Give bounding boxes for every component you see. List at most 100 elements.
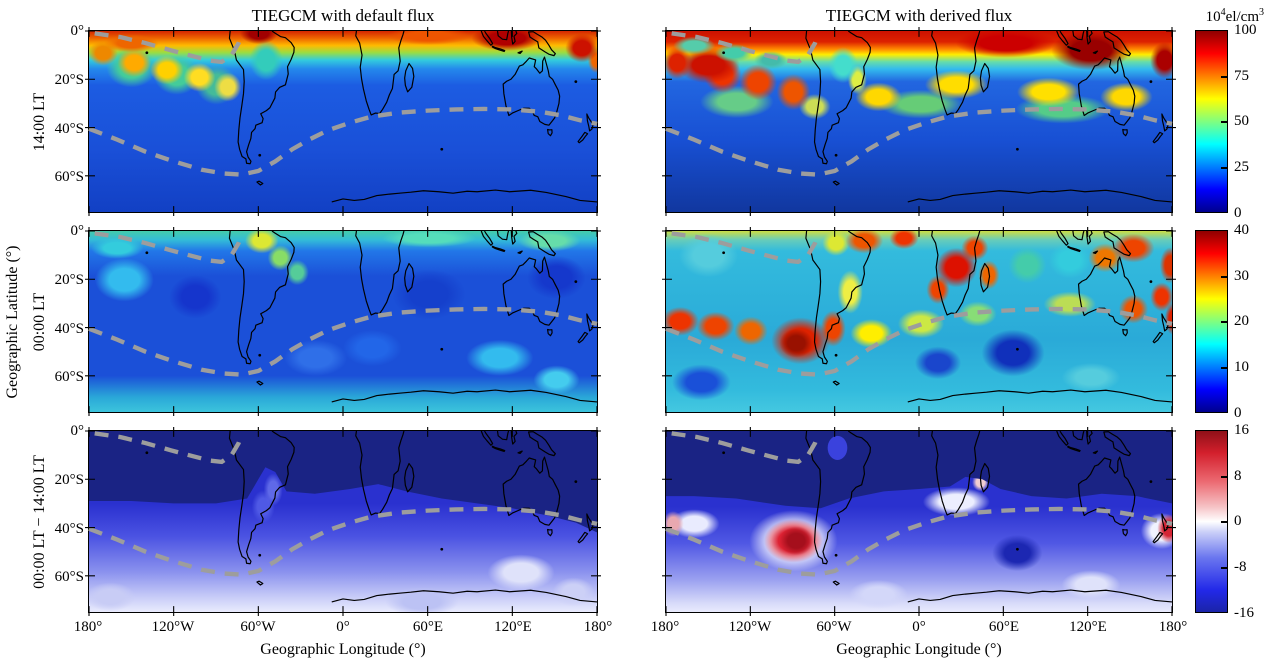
colorbar-density-100 — [1195, 30, 1228, 213]
cb3-tick-label: 16 — [1234, 422, 1249, 438]
map-overlay-svg — [662, 27, 1176, 216]
island-dot — [834, 153, 838, 157]
coastline — [517, 50, 523, 55]
coastline — [586, 513, 594, 532]
colorbar-density-40 — [1195, 230, 1228, 413]
x-tick-label: 60°W — [816, 619, 852, 635]
geomagnetic-dashed-contour — [94, 31, 244, 65]
coastline — [404, 262, 415, 293]
island-dot — [574, 80, 578, 84]
coastline — [979, 462, 991, 493]
x-tick-label: 120°W — [728, 619, 772, 635]
cb1-tick-label: 50 — [1234, 113, 1249, 129]
x-tick-label: 180° — [1158, 619, 1188, 635]
coastline — [546, 528, 553, 537]
colorbar-tick — [1221, 567, 1227, 569]
cb2-tick-label: 0 — [1234, 405, 1242, 421]
y-tick-label: 40°S — [54, 121, 84, 137]
colorbar-unit-label: 104el/cm3 — [1134, 4, 1264, 26]
x-axis-title-left: Geographic Longitude (°) — [260, 641, 426, 658]
coastline — [1122, 328, 1128, 337]
coastline — [480, 430, 494, 446]
colorbar-tick — [1221, 76, 1227, 78]
coastline — [931, 30, 981, 116]
coastline — [502, 256, 561, 326]
cb2-tick-label: 20 — [1234, 313, 1249, 329]
y-tick-label: 40°S — [54, 321, 84, 337]
geomagnetic-dashed-contour — [671, 431, 820, 465]
coastline — [1056, 30, 1069, 46]
coastline — [805, 430, 871, 565]
coastline — [517, 450, 523, 455]
coastline — [228, 430, 295, 565]
x-tick-label: 60°W — [240, 619, 276, 635]
coastline — [527, 431, 556, 457]
cb3-tick-label: 0 — [1234, 513, 1242, 529]
island-dot — [258, 553, 262, 557]
coastline — [404, 62, 415, 93]
coastline — [931, 430, 981, 516]
coastline — [256, 380, 264, 386]
island-dot — [1149, 480, 1153, 484]
coastline — [546, 128, 553, 137]
coastline — [1122, 528, 1128, 537]
y-tick-label: 60°S — [54, 169, 84, 185]
x-tick-label: 0° — [912, 619, 926, 635]
x-tick-label: 120°E — [1069, 619, 1107, 635]
difference-negative-region — [89, 431, 597, 533]
island-dot — [722, 51, 726, 55]
island-dot — [722, 251, 726, 255]
y-tick-label: 60°S — [54, 369, 84, 385]
coastline — [805, 30, 871, 165]
coastline — [1072, 30, 1085, 41]
island-dot — [1015, 547, 1019, 551]
coastline — [331, 189, 598, 203]
y-tick-label: 0° — [70, 423, 85, 439]
cb1-tick-label: 75 — [1234, 68, 1249, 84]
x-tick-label: 60°E — [988, 619, 1020, 635]
coastline — [1103, 231, 1132, 257]
coastline — [1092, 250, 1099, 255]
anomaly-spot — [827, 435, 848, 460]
coastline — [1161, 513, 1169, 532]
coastline — [491, 445, 506, 453]
coastline — [502, 56, 561, 126]
coastline — [331, 589, 598, 603]
geomagnetic-dashed-contour — [94, 431, 244, 465]
x-tick-label: 0° — [336, 619, 350, 635]
coastline — [1077, 56, 1136, 126]
coastline — [510, 230, 518, 245]
y-tick-label: 20°S — [54, 72, 84, 88]
coastline — [979, 62, 991, 93]
geomagnetic-dashed-contour — [665, 506, 1173, 577]
coastline — [1056, 230, 1069, 246]
island-dot — [145, 251, 149, 255]
cb3-tick-label: -8 — [1234, 559, 1247, 575]
x-tick-label: 60°E — [412, 619, 444, 635]
coastline — [355, 430, 405, 516]
coastline — [1103, 431, 1132, 457]
coastline — [1086, 230, 1093, 245]
cb1-tick-label: 100 — [1234, 22, 1257, 38]
y-tick-label: 20°S — [54, 272, 84, 288]
coastline — [931, 230, 981, 316]
coastline — [577, 131, 589, 144]
map-overlay-svg — [85, 27, 601, 216]
island-dot — [574, 480, 578, 484]
x-tick-label: 120°E — [494, 619, 532, 635]
island-dot — [440, 547, 444, 551]
coastline — [546, 328, 553, 337]
geomagnetic-dashed-contour — [94, 231, 244, 265]
coastline — [1072, 430, 1085, 441]
y-tick-label: 20°S — [54, 472, 84, 488]
geomagnetic-dashed-contour — [665, 306, 1173, 377]
coastline — [496, 230, 510, 241]
coastline — [907, 589, 1173, 603]
coastline — [510, 430, 518, 445]
island-dot — [834, 553, 838, 557]
cb1-tick-label: 0 — [1234, 205, 1242, 221]
coastline — [1152, 131, 1164, 144]
colorbar-tick — [1221, 167, 1227, 169]
cb2-tick-label: 40 — [1234, 222, 1249, 238]
unit-exponent2: 3 — [1259, 7, 1264, 18]
